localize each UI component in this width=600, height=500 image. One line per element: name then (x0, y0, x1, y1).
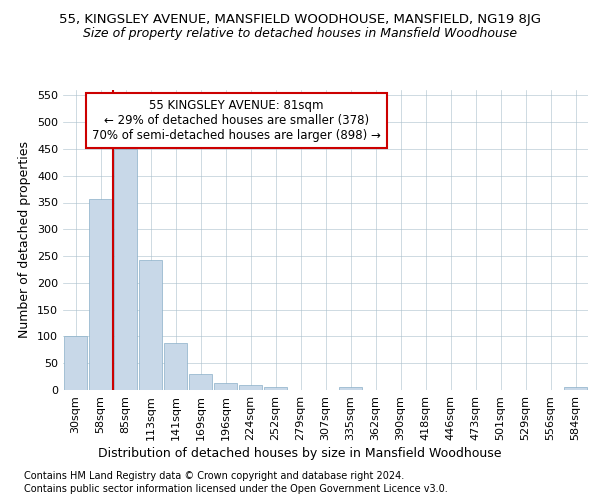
Text: Distribution of detached houses by size in Mansfield Woodhouse: Distribution of detached houses by size … (98, 448, 502, 460)
Bar (564, 388, 587, 390)
Bar (89, 200, 112, 390)
Bar (214, 382, 237, 390)
Text: Contains HM Land Registry data © Crown copyright and database right 2024.: Contains HM Land Registry data © Crown c… (24, 471, 404, 481)
Bar (339, 388, 362, 390)
Bar (189, 374, 212, 390)
Y-axis label: Number of detached properties: Number of detached properties (19, 142, 31, 338)
Bar (239, 384, 262, 390)
Text: 55 KINGSLEY AVENUE: 81sqm
← 29% of detached houses are smaller (378)
70% of semi: 55 KINGSLEY AVENUE: 81sqm ← 29% of detac… (92, 99, 380, 142)
Bar (64, 336, 87, 390)
Text: Contains public sector information licensed under the Open Government Licence v3: Contains public sector information licen… (24, 484, 448, 494)
Text: Size of property relative to detached houses in Mansfield Woodhouse: Size of property relative to detached ho… (83, 28, 517, 40)
Bar (164, 343, 187, 390)
Bar (264, 387, 287, 390)
Bar (139, 260, 162, 390)
Bar (114, 150, 137, 390)
Text: 55, KINGSLEY AVENUE, MANSFIELD WOODHOUSE, MANSFIELD, NG19 8JG: 55, KINGSLEY AVENUE, MANSFIELD WOODHOUSE… (59, 12, 541, 26)
